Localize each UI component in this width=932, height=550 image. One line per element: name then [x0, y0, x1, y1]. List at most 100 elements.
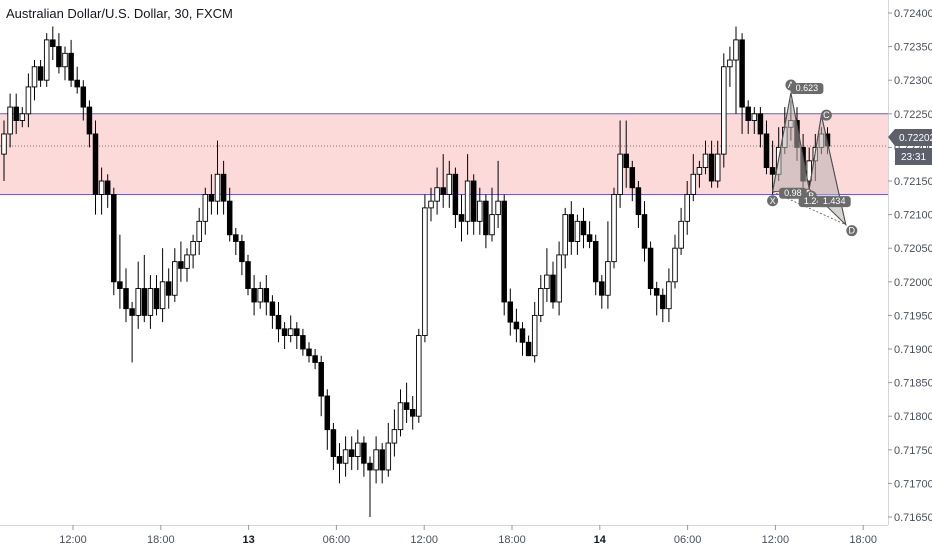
candle	[92, 120, 99, 215]
candle-body	[43, 39, 50, 81]
candle	[117, 234, 123, 309]
candle	[25, 73, 32, 128]
price-tick-label: 0.72350	[894, 42, 932, 54]
price-tick-label: 0.71800	[894, 411, 932, 423]
candle	[458, 194, 465, 242]
time-tick-label: 18:00	[498, 534, 526, 546]
candle-body	[678, 220, 684, 249]
candle	[721, 53, 727, 168]
candle-body	[275, 314, 282, 330]
candle-body	[495, 200, 501, 216]
price-tick: 0.72000	[888, 277, 932, 289]
candle	[562, 207, 568, 269]
price-tag-value: 0.72202	[899, 133, 932, 144]
candle-body	[721, 66, 727, 155]
price-tick: 0.71650	[888, 512, 932, 524]
candle-body	[153, 288, 160, 310]
candle	[745, 100, 751, 134]
candle	[568, 201, 575, 255]
price-axis[interactable]: 0.724000.723500.723000.722500.722000.721…	[888, 0, 932, 550]
candle	[147, 275, 154, 329]
candle	[196, 207, 202, 255]
candle-body	[306, 348, 312, 357]
candle	[153, 275, 160, 316]
candle-body	[178, 261, 184, 269]
pattern-point-c: C	[820, 109, 832, 121]
candle-body	[312, 355, 318, 363]
candle-body	[434, 187, 440, 202]
time-tick-label: 06:00	[323, 534, 351, 546]
candle-body	[531, 314, 538, 357]
candle-body	[574, 220, 581, 242]
time-tick: 14	[594, 525, 607, 546]
candle	[324, 389, 331, 450]
candle-body	[214, 173, 221, 202]
candle	[422, 194, 428, 343]
candle	[660, 288, 666, 323]
candle-body	[446, 173, 453, 195]
candle	[367, 456, 373, 517]
candle-body	[806, 160, 812, 182]
price-tag-countdown: 23:31	[901, 152, 926, 163]
candle	[586, 221, 593, 249]
candle-body	[257, 288, 263, 303]
candle-body	[342, 449, 349, 464]
price-tick-label: 0.72050	[894, 243, 932, 255]
candle	[605, 221, 611, 309]
candle	[483, 194, 489, 249]
candle-body	[623, 153, 629, 169]
price-tick-label: 0.71650	[894, 512, 932, 524]
candle-body	[672, 247, 678, 283]
candle-body	[190, 241, 196, 256]
time-tick: 06:00	[674, 525, 701, 546]
price-axis-bg	[888, 0, 932, 550]
candle-body	[690, 173, 697, 195]
pattern-ratio-label: 1.245	[804, 196, 827, 206]
candle	[226, 187, 233, 242]
candle	[312, 349, 318, 370]
price-tick-label: 0.72150	[894, 176, 932, 188]
candle	[635, 181, 642, 229]
candle-body	[263, 288, 270, 303]
time-tick: 18:00	[498, 525, 526, 546]
price-tag: 0.72202 23:31	[888, 129, 932, 165]
candle	[416, 328, 422, 423]
price-tick: 0.72250	[888, 109, 932, 121]
candle	[403, 382, 410, 423]
candle	[74, 66, 80, 94]
candle	[574, 214, 581, 255]
candle	[62, 46, 68, 81]
candle	[733, 26, 739, 114]
price-tick: 0.71850	[888, 378, 932, 390]
candle-body	[538, 288, 544, 316]
candle	[739, 33, 745, 134]
candle-body	[562, 214, 568, 256]
candle	[727, 46, 733, 87]
candle-body	[245, 261, 251, 289]
candle	[13, 93, 19, 134]
price-tick-label: 0.71700	[894, 478, 932, 490]
candle	[580, 207, 587, 249]
pattern-point-marker	[820, 109, 832, 121]
time-tick: 18:00	[849, 525, 877, 546]
candle-body	[599, 281, 605, 296]
candle-body	[117, 281, 123, 289]
candle-body	[184, 254, 190, 269]
candle-body	[470, 180, 477, 222]
candle-body	[556, 254, 562, 303]
candle-body	[62, 52, 68, 68]
candle-body	[129, 308, 135, 316]
price-tick: 0.72150	[888, 176, 932, 188]
candle-body	[763, 133, 770, 169]
candle-body	[416, 335, 422, 417]
candle-body	[80, 86, 87, 108]
candle	[245, 254, 251, 296]
candle-body	[13, 106, 19, 121]
candle-body	[159, 281, 166, 310]
candle-body	[708, 153, 715, 182]
time-axis[interactable]: 12:00 18:00 13 06:00 12:00 18:00 14 06:00 12:00 1…	[0, 525, 932, 550]
candle-body	[397, 402, 404, 431]
candle	[489, 187, 495, 242]
